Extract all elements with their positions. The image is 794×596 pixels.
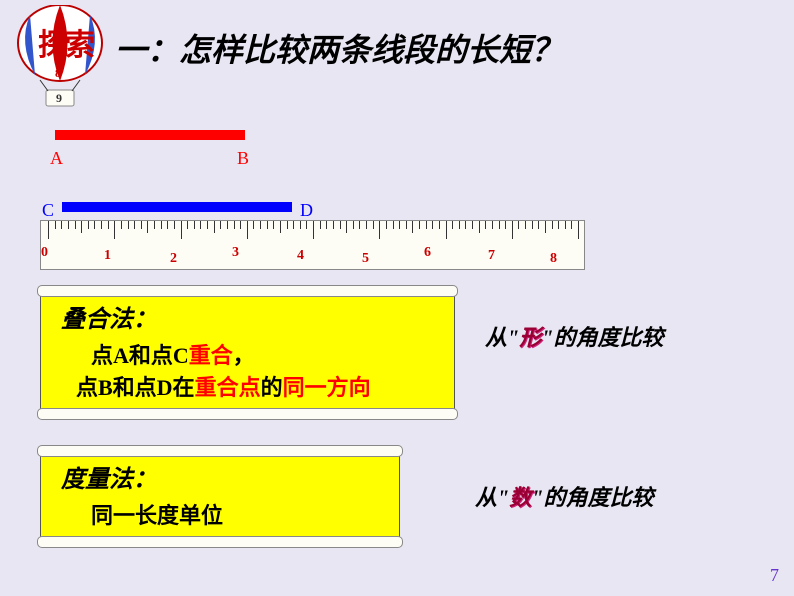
label-b: B <box>237 148 249 169</box>
aside-shape: 从"形"的角度比较 <box>485 320 663 352</box>
method-box-measure: 度量法： 同一长度单位 <box>40 450 400 543</box>
ruler-ticks: 012345678 <box>41 221 584 269</box>
aside1-post: "的角度比较 <box>541 325 663 350</box>
aside2-post: "的角度比较 <box>531 485 653 510</box>
box1-l3-pre: 点B和点D在 <box>76 375 195 400</box>
balloon-svg: 探 索 8 9 <box>10 5 110 115</box>
label-d: D <box>300 200 313 221</box>
balloon-num2: 9 <box>56 91 62 105</box>
box1-l3-post2: 同一方向 <box>283 375 371 400</box>
balloon-text1: 探 <box>38 29 68 62</box>
page-number: 7 <box>770 565 779 586</box>
label-c: C <box>42 200 54 221</box>
box1-l3-mid: 重合点 <box>195 375 261 400</box>
label-a: A <box>50 148 63 169</box>
box1-line2: 点A和点C重合， <box>61 338 434 370</box>
box1-line3: 点B和点D在重合点的同一方向 <box>61 370 434 402</box>
box1-l2-post: ， <box>233 343 255 368</box>
balloon-logo: 探 索 8 9 <box>10 5 110 115</box>
segment-ab <box>55 130 245 140</box>
balloon-num1: 8 <box>55 66 61 80</box>
method-box-overlap: 叠合法： 点A和点C重合， 点B和点D在重合点的同一方向 <box>40 290 455 415</box>
box1-l2-pre: 点A和点C <box>91 343 189 368</box>
aside2-pre: 从" <box>475 485 509 510</box>
page-title: 一：怎样比较两条线段的长短？ <box>115 25 563 71</box>
balloon-text2: 索 <box>65 29 95 62</box>
ruler: 012345678 <box>40 220 585 270</box>
aside1-pre: 从" <box>485 325 519 350</box>
box1-l2-red: 重合 <box>189 343 233 368</box>
aside-number: 从"数"的角度比较 <box>475 480 653 512</box>
box1-heading: 叠合法： <box>61 299 434 334</box>
box2-heading: 度量法： <box>61 459 379 494</box>
box2-line2: 同一长度单位 <box>61 498 379 530</box>
box1-l3-post1: 的 <box>261 375 283 400</box>
aside2-em: 数 <box>509 485 531 510</box>
aside1-em: 形 <box>519 325 541 350</box>
segment-cd <box>62 202 292 212</box>
